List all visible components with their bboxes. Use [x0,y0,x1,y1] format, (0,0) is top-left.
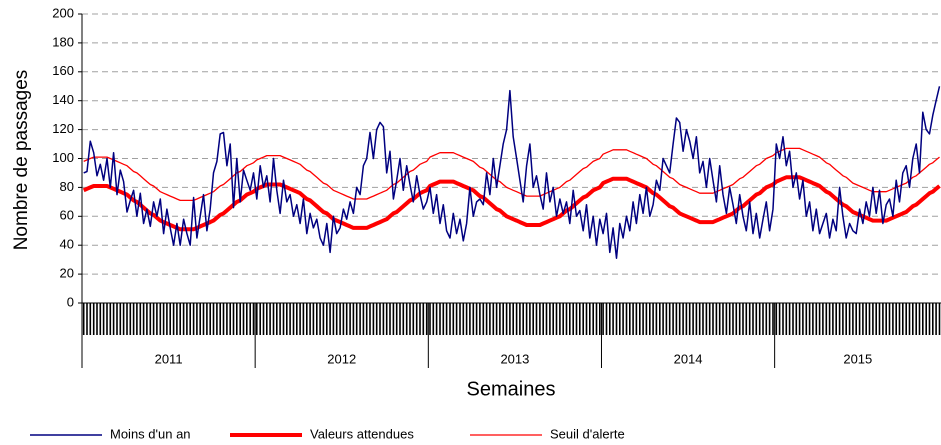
y-tick-label: 100 [52,150,74,165]
y-tick-label: 0 [67,294,74,309]
y-tick-label: 180 [52,34,74,49]
x-group-label: 2015 [843,351,872,366]
x-group-label: 2014 [674,351,703,366]
y-tick-label: 80 [60,179,74,194]
y-tick-label: 140 [52,92,74,107]
y-tick-label: 160 [52,63,74,78]
y-tick-label: 20 [60,266,74,281]
series-line [83,86,941,259]
y-axis-label: Nombre de passages [11,70,32,251]
series-line [83,147,940,202]
x-group-label: 2011 [155,351,183,366]
y-tick-label: 120 [52,121,74,136]
legend-label: Seuil d'alerte [550,426,625,441]
legend-label: Moins d'un an [110,426,191,441]
y-tick-label: 60 [60,208,74,223]
x-axis-label: Semaines [467,378,556,400]
week-ticks [82,303,941,335]
y-tick-label: 200 [52,5,74,20]
legend-label: Valeurs attendues [310,426,414,441]
y-tick-label: 40 [60,237,74,252]
x-group-label: 2013 [500,351,529,366]
x-group-label: 2012 [327,351,356,366]
